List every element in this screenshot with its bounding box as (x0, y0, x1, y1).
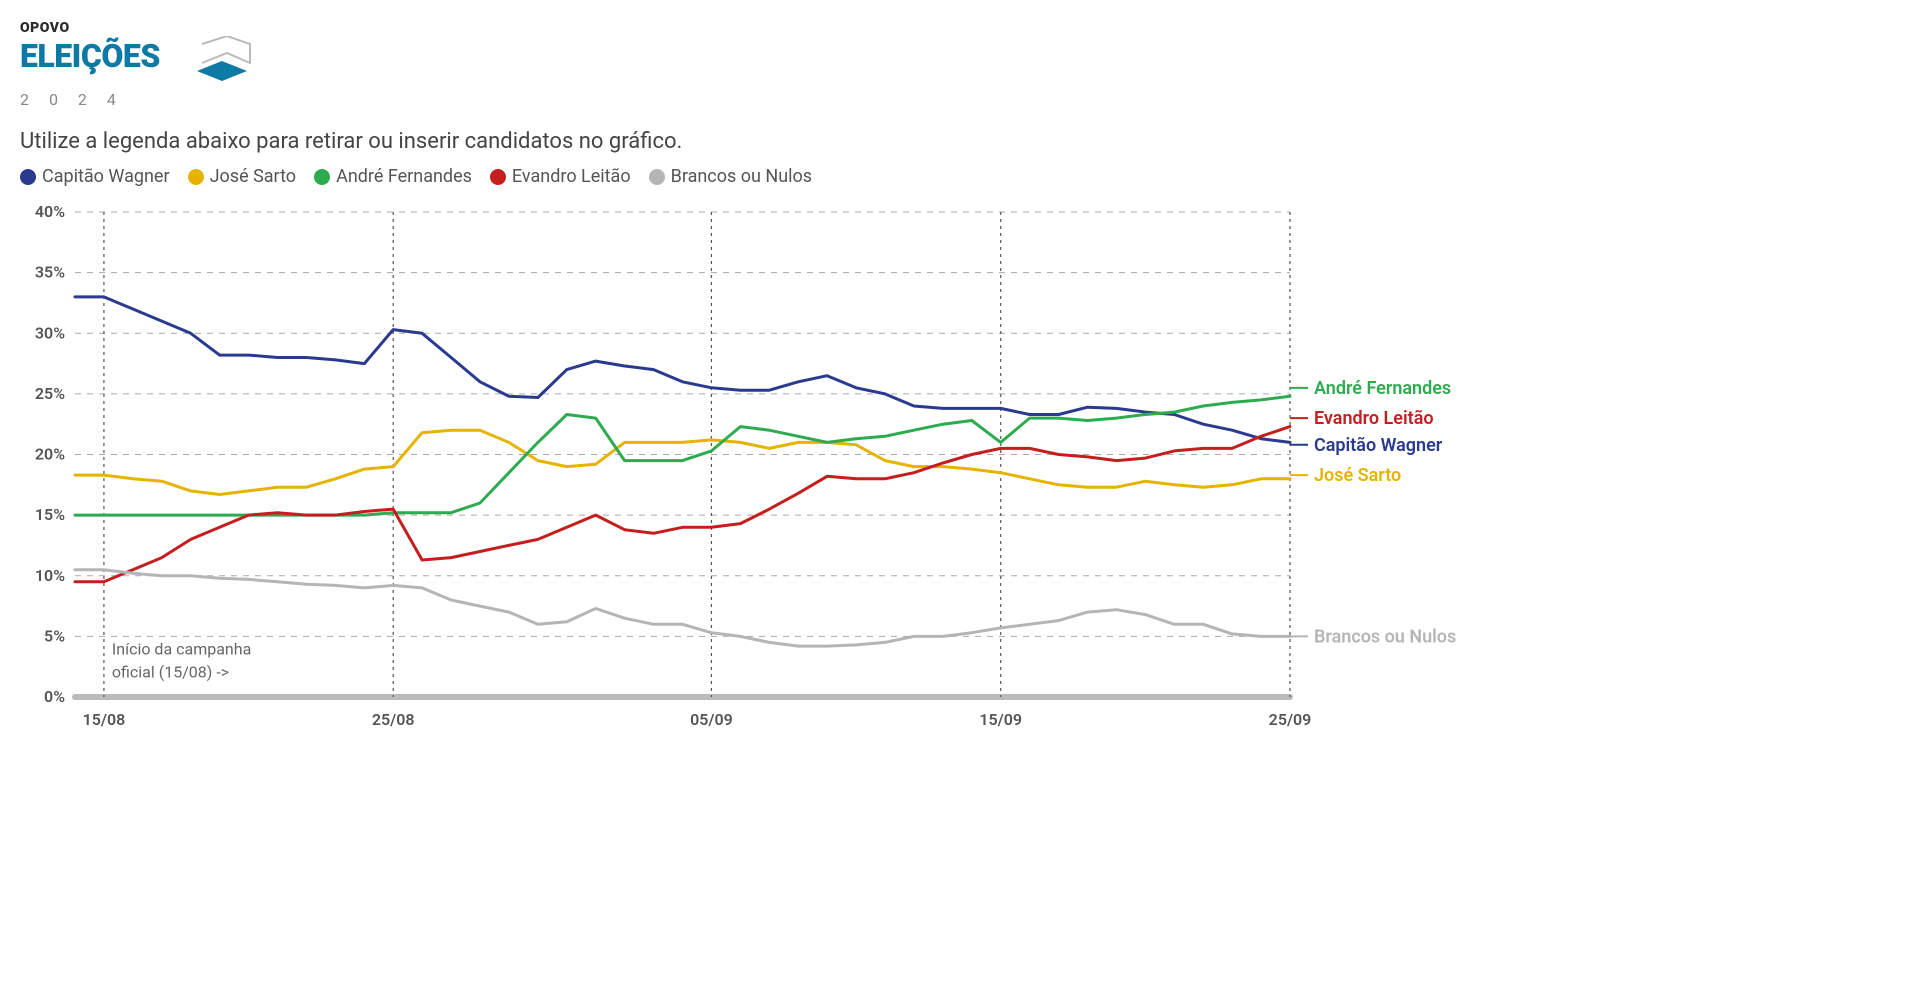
legend-item[interactable]: André Fernandes (314, 166, 472, 187)
legend-dot-icon (649, 169, 665, 185)
legend-label: José Sarto (210, 166, 297, 187)
svg-text:05/09: 05/09 (690, 710, 733, 729)
legend-dot-icon (314, 169, 330, 185)
svg-text:25/09: 25/09 (1269, 710, 1312, 729)
logo-block: OPOVO ELEIÇÕES 2 0 2 4 (20, 20, 1900, 109)
svg-text:25%: 25% (35, 383, 65, 402)
chart-instruction: Utilize a legenda abaixo para retirar ou… (20, 129, 1900, 154)
logo-year: 2 0 2 4 (20, 90, 1900, 109)
legend-dot-icon (490, 169, 506, 185)
svg-text:20%: 20% (35, 444, 65, 463)
svg-text:0%: 0% (44, 687, 65, 706)
legend-dot-icon (20, 169, 36, 185)
svg-text:5%: 5% (44, 626, 65, 645)
svg-text:15/08: 15/08 (83, 710, 126, 729)
legend-item[interactable]: Brancos ou Nulos (649, 166, 813, 187)
svg-text:Capitão Wagner: Capitão Wagner (1314, 434, 1443, 455)
svg-text:40%: 40% (35, 202, 65, 221)
legend-item[interactable]: Capitão Wagner (20, 166, 170, 187)
logo-shape-icon (172, 36, 252, 90)
svg-text:André Fernandes: André Fernandes (1314, 377, 1451, 398)
legend-item[interactable]: Evandro Leitão (490, 166, 631, 187)
svg-text:oficial (15/08) ->: oficial (15/08) -> (112, 662, 229, 681)
legend-label: Evandro Leitão (512, 166, 631, 187)
svg-text:Evandro Leitão: Evandro Leitão (1314, 408, 1434, 429)
logo-top: OPOVO (20, 20, 1900, 36)
svg-text:35%: 35% (35, 262, 65, 281)
svg-text:30%: 30% (35, 323, 65, 342)
svg-text:José Sarto: José Sarto (1314, 465, 1401, 486)
legend-dot-icon (188, 169, 204, 185)
chart-legend: Capitão Wagner José Sarto André Fernandes E… (20, 166, 1900, 190)
svg-text:Início da campanha: Início da campanha (112, 639, 251, 658)
legend-label: Capitão Wagner (42, 166, 170, 187)
svg-text:15/09: 15/09 (979, 710, 1022, 729)
chart-svg: 0% 5% 10% 15% 20% 25% 30% 35% 40% 15/08 25/08 05/09… (20, 202, 1490, 742)
svg-text:Brancos ou Nulos: Brancos ou Nulos (1314, 626, 1456, 647)
poll-chart: 0% 5% 10% 15% 20% 25% 30% 35% 40% 15/08 25/08 05/09… (20, 202, 1490, 742)
svg-text:25/08: 25/08 (372, 710, 415, 729)
logo-main: ELEIÇÕES (20, 37, 160, 75)
legend-label: André Fernandes (336, 166, 472, 187)
svg-text:10%: 10% (35, 565, 65, 584)
legend-item[interactable]: José Sarto (188, 166, 297, 187)
svg-text:15%: 15% (35, 505, 65, 524)
legend-label: Brancos ou Nulos (671, 166, 813, 187)
